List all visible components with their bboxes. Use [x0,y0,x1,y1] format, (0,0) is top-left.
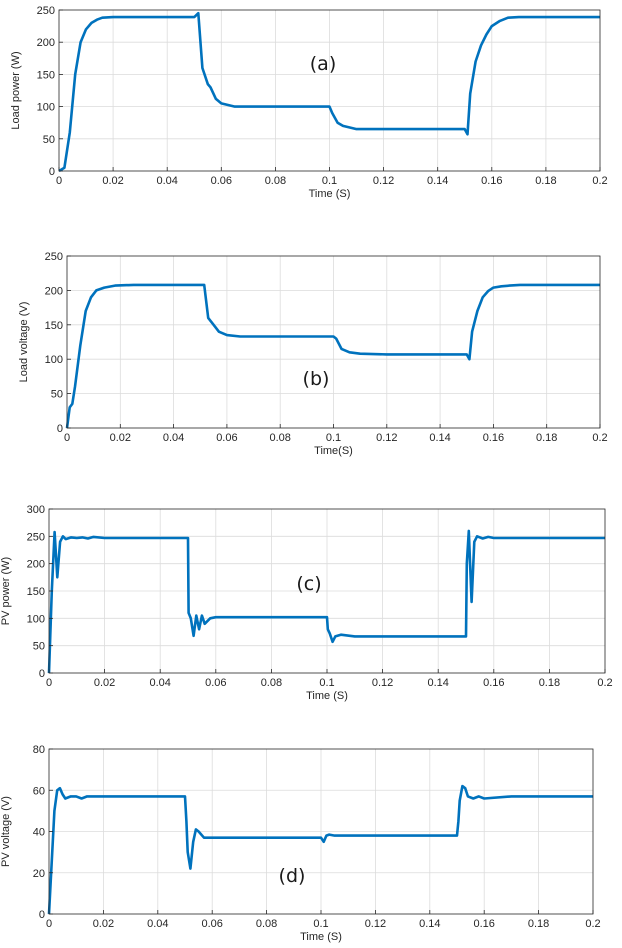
x-tick-label: 0.14 [427,175,448,187]
panel-label: (c) [296,573,321,595]
x-tick-label: 0.18 [528,918,549,930]
x-tick-label: 0.14 [429,432,450,444]
x-tick-label: 0.1 [322,175,337,187]
x-tick-label: 0.06 [216,432,237,444]
x-tick-label: 0.02 [94,677,115,689]
x-tick-label: 0.06 [211,175,232,187]
x-tick-label: 0.06 [201,918,222,930]
x-tick-label: 0 [46,677,52,689]
x-tick-label: 0.08 [256,918,277,930]
data-series-line [65,283,600,429]
x-tick-label: 0.08 [261,677,282,689]
y-tick-label: 200 [45,285,63,297]
y-tick-label: 100 [37,102,55,114]
chart-panel-3: 0 0.02 0.04 0.06 0.08 0.1 0.12 0.14 0.16 0.18 0.2 0… [0,504,613,702]
y-tick-label: 60 [33,785,45,797]
y-tick-label: 80 [33,744,45,756]
data-series-line [47,784,593,915]
y-axis-title: Load power (W) [10,51,22,129]
y-tick-label: 0 [39,909,45,921]
y-axis-title: PV voltage (V) [0,796,12,867]
y-tick-label: 100 [27,613,45,625]
y-tick-label: 0 [49,166,55,178]
x-tick-label: 0.12 [365,918,386,930]
y-tick-label: 300 [27,504,45,516]
x-tick-label: 0.18 [536,432,557,444]
x-tick-label: 0.04 [156,175,177,187]
x-tick-label: 0.16 [483,432,504,444]
x-tick-label: 0.14 [427,677,448,689]
x-axis-title: Time (S) [300,931,342,943]
x-axis-title: Time(S) [314,445,353,457]
panel-label: (b) [303,368,330,390]
y-tick-label: 100 [45,354,63,366]
chart-panel-4: 0 0.02 0.04 0.06 0.08 0.1 0.12 0.14 0.16 0.18 0.2 0… [0,744,601,943]
y-tick-label: 150 [45,320,63,332]
x-tick-label: 0.04 [147,918,168,930]
chart-panel-2: 0 0.02 0.04 0.06 0.08 0.1 0.12 0.14 0.16 0.18 0.2 0… [18,251,608,457]
x-tick-label: 0.08 [265,175,286,187]
x-tick-label: 0.18 [535,175,556,187]
x-tick-label: 0 [56,175,62,187]
x-tick-label: 0.06 [205,677,226,689]
y-tick-label: 0 [57,423,63,435]
y-tick-label: 150 [37,69,55,81]
x-tick-label: 0.2 [597,677,612,689]
y-tick-label: 200 [37,37,55,49]
x-tick-label: 0.08 [269,432,290,444]
x-tick-label: 0.16 [481,175,502,187]
y-axis-title: PV power (W) [0,557,12,625]
y-tick-label: 250 [27,531,45,543]
x-tick-label: 0.16 [473,918,494,930]
x-tick-label: 0.1 [319,677,334,689]
x-tick-label: 0.02 [102,175,123,187]
y-tick-label: 250 [37,5,55,17]
y-tick-label: 150 [27,586,45,598]
x-axis-title: Time (S) [306,690,348,702]
x-tick-label: 0.12 [372,677,393,689]
y-tick-label: 250 [45,251,63,263]
x-tick-label: 0 [46,918,52,930]
x-tick-label: 0.12 [376,432,397,444]
y-tick-label: 20 [33,868,45,880]
y-tick-label: 200 [27,559,45,571]
y-tick-label: 50 [51,389,63,401]
x-tick-label: 0.04 [163,432,184,444]
y-tick-label: 50 [33,641,45,653]
x-tick-label: 0.1 [313,918,328,930]
chart-panel-1: 0 0.02 0.04 0.06 0.08 0.1 0.12 0.14 0.16 0.18 0.2 0… [10,5,608,200]
x-tick-label: 0.2 [592,175,607,187]
y-tick-label: 40 [33,827,45,839]
x-tick-label: 0.18 [539,677,560,689]
data-series-line [58,11,600,173]
x-tick-label: 0.02 [110,432,131,444]
x-tick-label: 0.16 [483,677,504,689]
x-tick-label: 0.1 [326,432,341,444]
x-tick-label: 0 [64,432,70,444]
panel-label: (d) [279,865,306,887]
x-tick-label: 0.12 [373,175,394,187]
x-axis-title: Time (S) [309,188,351,200]
y-tick-label: 0 [39,668,45,680]
x-tick-label: 0.04 [149,677,170,689]
data-series-line [47,529,605,674]
y-tick-label: 50 [43,134,55,146]
x-tick-label: 0.02 [93,918,114,930]
x-tick-label: 0.2 [585,918,600,930]
panel-label: (a) [310,53,336,75]
x-tick-label: 0.2 [592,432,607,444]
y-axis-title: Load voltage (V) [18,302,30,383]
x-tick-label: 0.14 [419,918,440,930]
